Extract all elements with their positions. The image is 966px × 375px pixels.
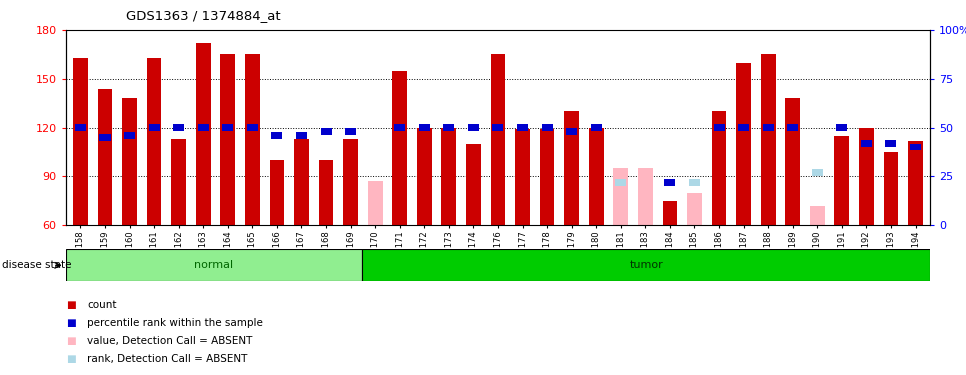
Bar	[345, 128, 356, 135]
Bar	[368, 181, 383, 225]
Bar	[468, 124, 479, 131]
Bar	[638, 168, 653, 225]
Bar	[99, 134, 110, 141]
Bar	[222, 124, 234, 131]
Bar	[321, 128, 331, 135]
Bar	[173, 124, 185, 131]
Bar	[245, 54, 260, 225]
Bar	[613, 168, 628, 225]
Bar	[394, 124, 406, 131]
Bar	[590, 124, 602, 131]
Text: ■: ■	[66, 336, 75, 346]
Bar	[296, 132, 307, 139]
Text: GDS1363 / 1374884_at: GDS1363 / 1374884_at	[126, 9, 280, 22]
Bar	[392, 70, 407, 225]
Bar	[564, 111, 579, 225]
Bar	[787, 124, 798, 131]
Bar	[443, 124, 454, 131]
Bar	[196, 43, 211, 225]
Bar	[294, 139, 309, 225]
Bar	[761, 54, 776, 225]
Bar	[362, 249, 930, 281]
Bar	[566, 128, 577, 135]
Bar	[247, 124, 258, 131]
Bar	[270, 160, 284, 225]
Bar	[75, 124, 86, 131]
Bar	[417, 128, 432, 225]
Bar	[98, 88, 112, 225]
Bar	[515, 129, 530, 225]
Bar	[762, 124, 774, 131]
Bar	[542, 124, 553, 131]
Bar	[124, 132, 135, 139]
Bar	[319, 160, 333, 225]
Bar	[663, 201, 677, 225]
Bar	[738, 124, 749, 131]
Bar	[73, 58, 88, 225]
Text: count: count	[87, 300, 117, 310]
Bar	[837, 124, 847, 131]
Text: rank, Detection Call = ABSENT: rank, Detection Call = ABSENT	[87, 354, 247, 364]
Bar	[884, 152, 898, 225]
Text: percentile rank within the sample: percentile rank within the sample	[87, 318, 263, 328]
Bar	[66, 249, 362, 281]
Text: value, Detection Call = ABSENT: value, Detection Call = ABSENT	[87, 336, 252, 346]
Text: disease state: disease state	[2, 260, 71, 270]
Text: ■: ■	[66, 354, 75, 364]
Bar	[122, 98, 137, 225]
Text: normal: normal	[194, 260, 234, 270]
Bar	[811, 169, 823, 176]
Bar	[149, 124, 159, 131]
Bar	[835, 136, 849, 225]
Bar	[220, 54, 235, 225]
Text: ■: ■	[66, 318, 75, 328]
Bar	[785, 98, 800, 225]
Text: tumor: tumor	[629, 260, 663, 270]
Bar	[491, 54, 505, 225]
Bar	[712, 111, 726, 225]
Bar	[859, 128, 874, 225]
Bar	[271, 132, 282, 139]
Bar	[886, 140, 896, 147]
Bar	[615, 178, 626, 186]
Bar	[908, 141, 923, 225]
Bar	[441, 128, 456, 225]
Bar	[665, 178, 675, 186]
Bar	[493, 124, 503, 131]
Bar	[171, 139, 186, 225]
Text: ■: ■	[66, 300, 75, 310]
Bar	[810, 206, 825, 225]
Bar	[687, 192, 702, 225]
Bar	[736, 63, 751, 225]
Bar	[419, 124, 430, 131]
Bar	[861, 140, 872, 147]
Bar	[343, 139, 358, 225]
Bar	[689, 178, 700, 186]
Bar	[466, 144, 481, 225]
Bar	[517, 124, 528, 131]
Bar	[714, 124, 724, 131]
Bar	[589, 128, 604, 225]
Bar	[147, 58, 161, 225]
Bar	[910, 144, 921, 150]
Bar	[198, 124, 209, 131]
Bar	[540, 129, 554, 225]
